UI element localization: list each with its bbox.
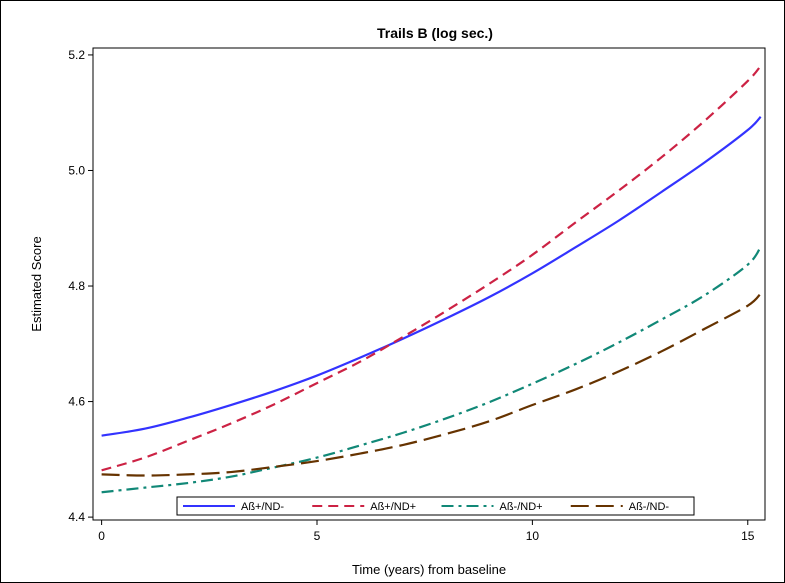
legend: Aß+/ND- Aß+/ND+ Aß-/ND+ Aß-/ND- <box>176 496 695 516</box>
series-line-4 <box>101 292 762 477</box>
x-tick-label: 10 <box>526 529 540 543</box>
y-tick-label: 4.6 <box>68 395 85 409</box>
series-line-1 <box>101 115 762 437</box>
legend-label: Aß-/ND- <box>629 501 670 513</box>
series-layer <box>101 65 762 494</box>
legend-box <box>176 496 695 516</box>
chart-title: Trails B (log sec.) <box>377 25 493 41</box>
y-tick-label: 4.4 <box>68 510 85 524</box>
legend-label: Aß+/ND+ <box>370 501 416 513</box>
y-tick-label: 5.2 <box>68 48 85 62</box>
y-tick-label: 5.0 <box>68 163 85 177</box>
y-axis-label: Estimated Score <box>29 236 44 331</box>
x-tick-label: 0 <box>98 529 105 543</box>
series-line-3 <box>101 246 762 494</box>
x-axis: 0 5 10 15 <box>98 520 755 543</box>
y-tick-label: 4.8 <box>68 279 85 293</box>
legend-label: Aß+/ND- <box>241 501 284 513</box>
x-tick-label: 15 <box>741 529 755 543</box>
x-tick-label: 5 <box>314 529 321 543</box>
legend-label: Aß-/ND+ <box>500 501 543 513</box>
x-axis-label: Time (years) from baseline <box>352 562 506 577</box>
plot-area <box>92 47 766 521</box>
y-axis: 4.4 4.6 4.8 5.0 5.2 <box>68 48 93 524</box>
series-line-2 <box>101 65 762 472</box>
